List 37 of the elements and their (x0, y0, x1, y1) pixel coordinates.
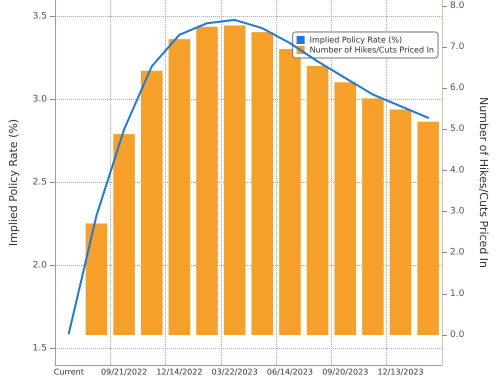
y-axis-title: Implied Policy Rate (%) (7, 118, 20, 246)
y2-tick-label: 7.0 (450, 42, 465, 52)
x-tick-label: 12/13/2023 (377, 368, 424, 376)
y2-tick-label: 2.0 (450, 248, 465, 258)
y2-tick-label: 0.0 (450, 330, 465, 340)
y2-tick-label: 4.0 (450, 165, 465, 176)
bar (140, 70, 163, 335)
y2-tick-label: 1.0 (450, 288, 465, 299)
legend-label: Number of Hikes/Cuts Priced In (310, 46, 434, 54)
bar (306, 66, 328, 335)
y-tick-label: 2.5 (32, 178, 47, 188)
bar (86, 223, 108, 335)
bar (252, 32, 274, 335)
bar (168, 39, 190, 335)
x-tick-label: 12/14/2022 (156, 368, 202, 376)
y2-tick-label: 8.0 (450, 0, 465, 11)
bar (196, 26, 218, 335)
x-tick-label: 09/20/2023 (322, 368, 368, 376)
y-tick-label: 2.0 (32, 260, 48, 270)
y-tick-label: 3.0 (32, 94, 48, 105)
bar (417, 122, 439, 335)
x-tick-label: 09/21/2022 (101, 368, 148, 376)
y2-tick-label: 5.0 (450, 124, 465, 134)
bar (334, 82, 356, 335)
x-tick-label: 06/14/2023 (266, 368, 314, 376)
y2-tick-label: 3.0 (450, 206, 465, 217)
y-tick-label: 3.5 (32, 12, 47, 22)
legend-label: Implied Policy Rate (%) (310, 36, 402, 44)
y2-axis-title: Number of Hikes/Cuts Priced In (477, 96, 490, 268)
y2-tick-label: 6.0 (450, 83, 465, 94)
bar (113, 134, 135, 335)
x-tick-label: Current (54, 368, 84, 376)
y-tick-label: 1.5 (32, 343, 47, 354)
bar (390, 109, 412, 335)
bar (362, 98, 384, 335)
bar (224, 26, 246, 335)
x-tick-label: 03/22/2023 (212, 368, 258, 376)
